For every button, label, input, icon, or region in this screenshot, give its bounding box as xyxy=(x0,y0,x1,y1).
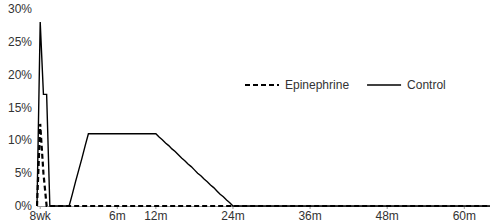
series-line xyxy=(37,124,490,206)
legend: Epinephrine Control xyxy=(245,78,446,92)
y-tick xyxy=(34,140,37,141)
y-tick xyxy=(34,74,37,75)
y-tick-label: 5% xyxy=(15,166,33,180)
chart: 0%5%10%15%20%25%30%8wk6m12m24m36m48m60mE… xyxy=(0,0,500,222)
legend-label: Control xyxy=(407,78,446,92)
x-tick-label: 6m xyxy=(109,209,126,222)
plot-lines xyxy=(37,22,490,206)
legend-label: Epinephrine xyxy=(285,78,349,92)
x-tick-label: 12m xyxy=(144,209,167,222)
legend-swatch xyxy=(367,84,401,85)
legend-swatch xyxy=(245,84,279,86)
x-tick-label: 8wk xyxy=(30,209,52,222)
x-tick-label: 24m xyxy=(221,209,244,222)
x-tick-label: 60m xyxy=(453,209,476,222)
x-tick-label: 36m xyxy=(298,209,321,222)
y-tick xyxy=(34,9,37,10)
y-tick-label: 20% xyxy=(8,68,32,82)
y-tick-label: 15% xyxy=(8,101,32,115)
y-tick-label: 25% xyxy=(8,35,32,49)
series-line xyxy=(37,22,490,206)
x-tick-label: 48m xyxy=(376,209,399,222)
y-tick xyxy=(34,41,37,42)
y-tick-label: 30% xyxy=(8,2,32,16)
y-tick-label: 10% xyxy=(8,133,32,147)
y-tick xyxy=(34,173,37,174)
y-tick xyxy=(34,107,37,108)
